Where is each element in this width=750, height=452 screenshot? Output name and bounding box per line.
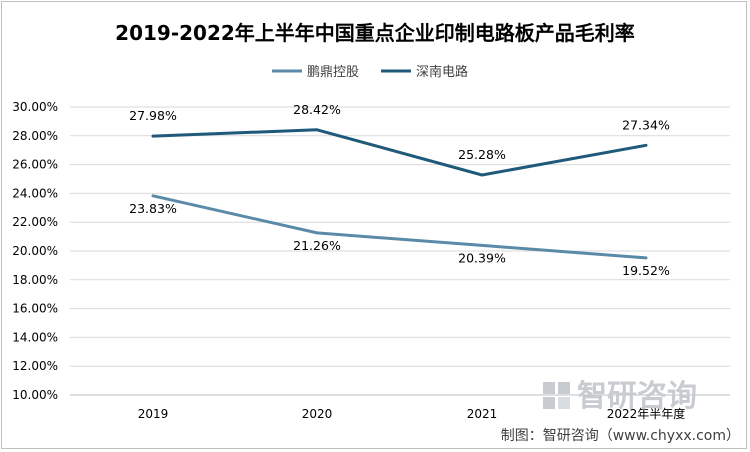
- y-axis: 10.00% 12.00% 14.00% 16.00% 18.00% 20.00% 22.0…: [12, 100, 58, 402]
- series-line-2: [151, 128, 648, 177]
- series-layer: [151, 128, 648, 260]
- watermark-text: 智研咨询: [577, 379, 697, 414]
- y-tick-label: 22.00%: [12, 215, 58, 229]
- y-tick-label: 20.00%: [12, 244, 58, 258]
- x-tick-label: 2020: [302, 407, 333, 421]
- legend-label: 深南电路: [416, 64, 468, 80]
- y-tick-label: 30.00%: [12, 100, 58, 114]
- legend: 鹏鼎控股 深南电路: [272, 64, 468, 80]
- chart-title: 2019-2022年上半年中国重点企业印制电路板产品毛利率: [115, 21, 635, 45]
- y-tick-label: 10.00%: [12, 388, 58, 402]
- x-tick-label: 2022年半年度: [607, 406, 686, 421]
- y-tick-label: 16.00%: [12, 302, 58, 316]
- data-label: 25.28%: [458, 147, 506, 162]
- y-tick-label: 26.00%: [12, 158, 58, 172]
- credit-text: 制图：智研咨询（www.chyxx.com）: [501, 428, 740, 444]
- x-tick-label: 2019: [138, 407, 169, 421]
- y-tick-label: 28.00%: [12, 129, 58, 143]
- data-label: 28.42%: [293, 102, 341, 117]
- y-tick-label: 24.00%: [12, 186, 58, 200]
- y-tick-label: 14.00%: [12, 330, 58, 344]
- watermark: 智研咨询: [543, 379, 697, 414]
- data-label: 21.26%: [293, 238, 341, 253]
- series-line-1: [151, 194, 648, 260]
- data-labels: 23.83% 21.26% 20.39% 19.52% 27.98% 28.42% 25.2…: [129, 102, 670, 278]
- data-label: 27.34%: [622, 117, 670, 132]
- data-label: 23.83%: [129, 201, 177, 216]
- data-label: 19.52%: [622, 263, 670, 278]
- x-tick-label: 2021: [467, 407, 498, 421]
- x-axis: 2019 2020 2021 2022年半年度: [138, 406, 686, 421]
- legend-label: 鹏鼎控股: [307, 65, 359, 80]
- data-label: 20.39%: [458, 250, 506, 265]
- watermark-logo-icon: [543, 382, 570, 409]
- grid: [70, 106, 730, 396]
- y-tick-label: 18.00%: [12, 273, 58, 287]
- data-label: 27.98%: [129, 108, 177, 123]
- y-tick-label: 12.00%: [12, 359, 58, 373]
